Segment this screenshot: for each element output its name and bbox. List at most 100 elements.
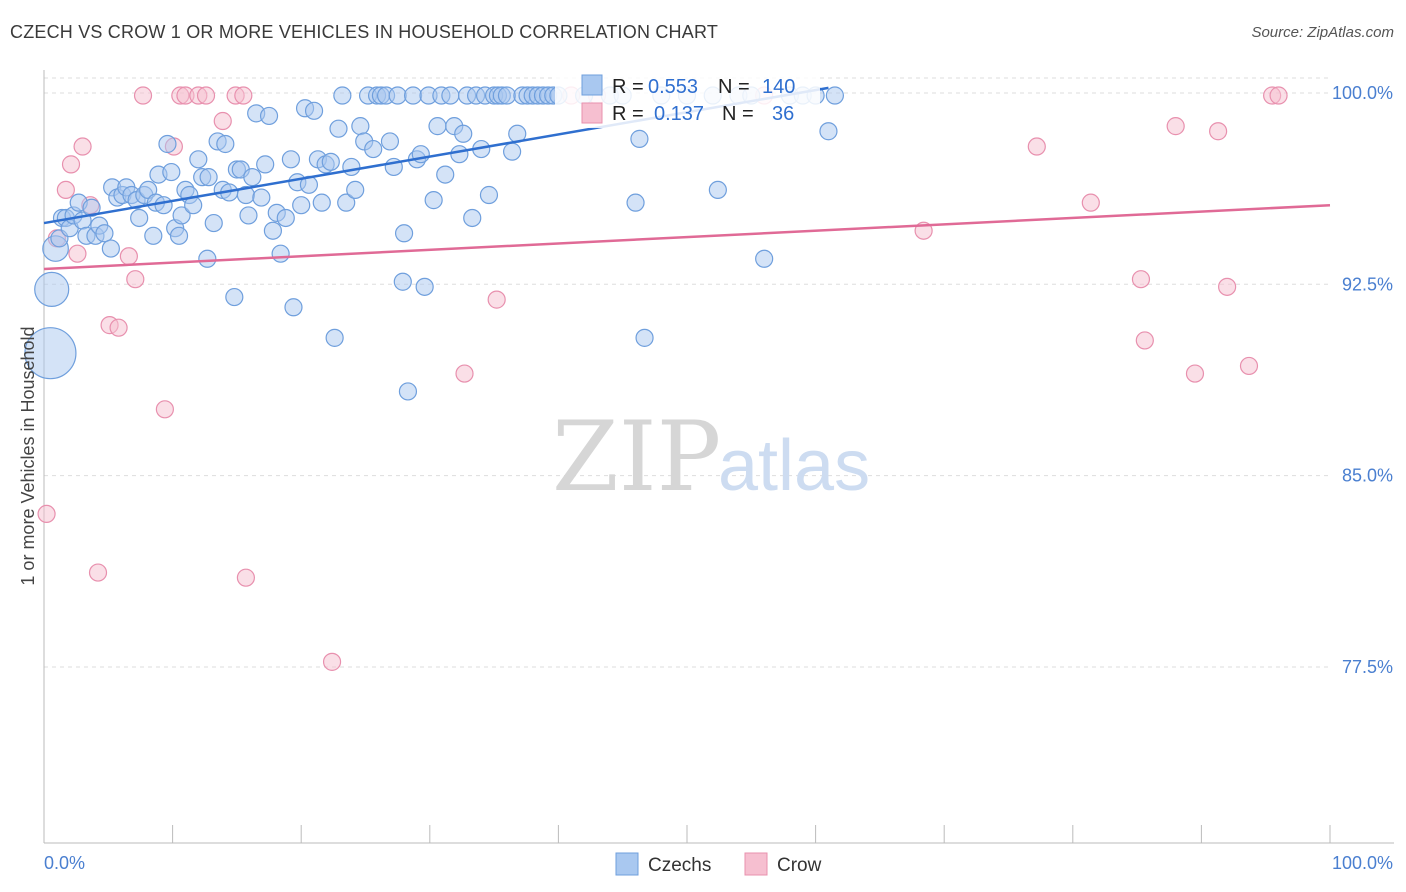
czech-point xyxy=(256,155,275,174)
czech-point xyxy=(463,208,482,228)
czech-point xyxy=(189,150,208,169)
czech-point xyxy=(263,221,283,240)
watermark: ZIP atlas xyxy=(552,401,870,513)
y-axis-label: 1 or more Vehicles in Household xyxy=(18,326,38,585)
watermark-zip: ZIP xyxy=(552,401,721,513)
czech-point xyxy=(428,117,447,136)
czech-point xyxy=(398,382,418,401)
czech-point xyxy=(271,244,290,263)
crow-point xyxy=(73,137,92,156)
crow-point xyxy=(68,244,87,263)
crow-point xyxy=(1166,117,1185,136)
legend-r-label: R = xyxy=(612,76,644,98)
crow-point xyxy=(455,364,474,383)
czech-point xyxy=(101,239,120,258)
legend-n-label: N = xyxy=(718,76,750,98)
crow-point xyxy=(487,290,506,309)
czech-point xyxy=(24,327,77,380)
czech-point xyxy=(252,188,271,207)
czech-point xyxy=(154,196,173,215)
czech-point xyxy=(346,180,365,200)
legend-r-label: R = xyxy=(612,103,644,125)
czech-point xyxy=(819,122,838,141)
crow-point xyxy=(109,318,128,337)
czech-point xyxy=(351,117,370,136)
legend-n-label: N = xyxy=(722,103,754,125)
legend-r-value-crow: 0.137 xyxy=(654,103,704,125)
czech-point xyxy=(635,328,654,347)
czech-point xyxy=(393,272,412,291)
czech-point xyxy=(172,206,191,225)
crow-trend-line xyxy=(43,203,1331,271)
czech-point xyxy=(329,119,348,138)
czech-point xyxy=(337,193,356,212)
czech-point xyxy=(292,196,311,215)
czech-point xyxy=(304,101,324,120)
czech-points xyxy=(24,86,844,401)
czech-point xyxy=(454,124,473,143)
crow-point xyxy=(322,652,342,671)
y-tick-labels: 77.5% 85.0% 92.5% 100.0% xyxy=(1332,83,1393,677)
czech-point xyxy=(825,86,844,105)
x-tick-labels: 0.0% 100.0% xyxy=(44,853,1393,873)
crow-point xyxy=(126,270,145,289)
czech-point xyxy=(479,185,499,205)
crow-point xyxy=(119,247,138,266)
x-tick-label: 100.0% xyxy=(1332,853,1393,873)
crow-point xyxy=(37,504,56,524)
bottom-swatch-crow xyxy=(744,852,768,876)
source-label: Source: ZipAtlas.com xyxy=(1251,24,1394,41)
czech-point xyxy=(364,139,383,159)
czech-point xyxy=(199,168,218,187)
bottom-label-czechs: Czechs xyxy=(648,855,711,876)
czech-point xyxy=(169,226,189,245)
crow-point xyxy=(196,86,216,105)
axes xyxy=(43,70,1394,844)
czech-point xyxy=(441,86,460,105)
czech-point xyxy=(243,168,262,187)
crow-point xyxy=(213,111,232,131)
czech-point xyxy=(162,162,181,182)
czech-point xyxy=(216,134,235,154)
czech-point xyxy=(204,213,223,233)
crow-point xyxy=(1131,270,1151,289)
czech-point xyxy=(503,142,522,161)
y-tick-label: 92.5% xyxy=(1342,274,1393,294)
czech-point xyxy=(325,328,344,347)
czech-point xyxy=(388,86,407,105)
czech-point xyxy=(239,206,258,225)
crow-point xyxy=(1185,364,1205,383)
czech-point xyxy=(424,191,443,210)
czech-point xyxy=(497,86,517,105)
crow-point xyxy=(56,180,75,200)
x-tick-label: 0.0% xyxy=(44,853,85,873)
crow-point xyxy=(1239,356,1259,376)
czech-point xyxy=(284,298,303,317)
czech-point xyxy=(95,224,114,243)
legend-swatch-czechs xyxy=(581,74,603,96)
czech-point xyxy=(342,157,361,177)
czech-point xyxy=(281,150,301,169)
crow-point xyxy=(236,568,256,587)
legend-r-value-czechs: 0.553 xyxy=(648,76,698,98)
crow-point xyxy=(1135,331,1154,350)
czech-point xyxy=(755,249,774,268)
crow-point xyxy=(88,563,108,582)
czech-point xyxy=(403,86,423,105)
series-legend: Czechs Crow xyxy=(615,852,822,876)
crow-point xyxy=(155,400,174,419)
crow-point xyxy=(1027,137,1046,156)
czech-point xyxy=(276,208,295,228)
czech-point xyxy=(198,249,217,268)
czech-point xyxy=(626,193,645,212)
czech-point xyxy=(708,180,727,200)
czech-point xyxy=(259,106,279,126)
czech-point xyxy=(450,145,469,164)
watermark-atlas: atlas xyxy=(718,426,870,506)
y-tick-label: 100.0% xyxy=(1332,83,1393,103)
crow-point xyxy=(133,86,153,105)
y-tick-label: 77.5% xyxy=(1342,657,1393,677)
czech-point xyxy=(630,129,649,148)
czech-point xyxy=(312,193,331,212)
